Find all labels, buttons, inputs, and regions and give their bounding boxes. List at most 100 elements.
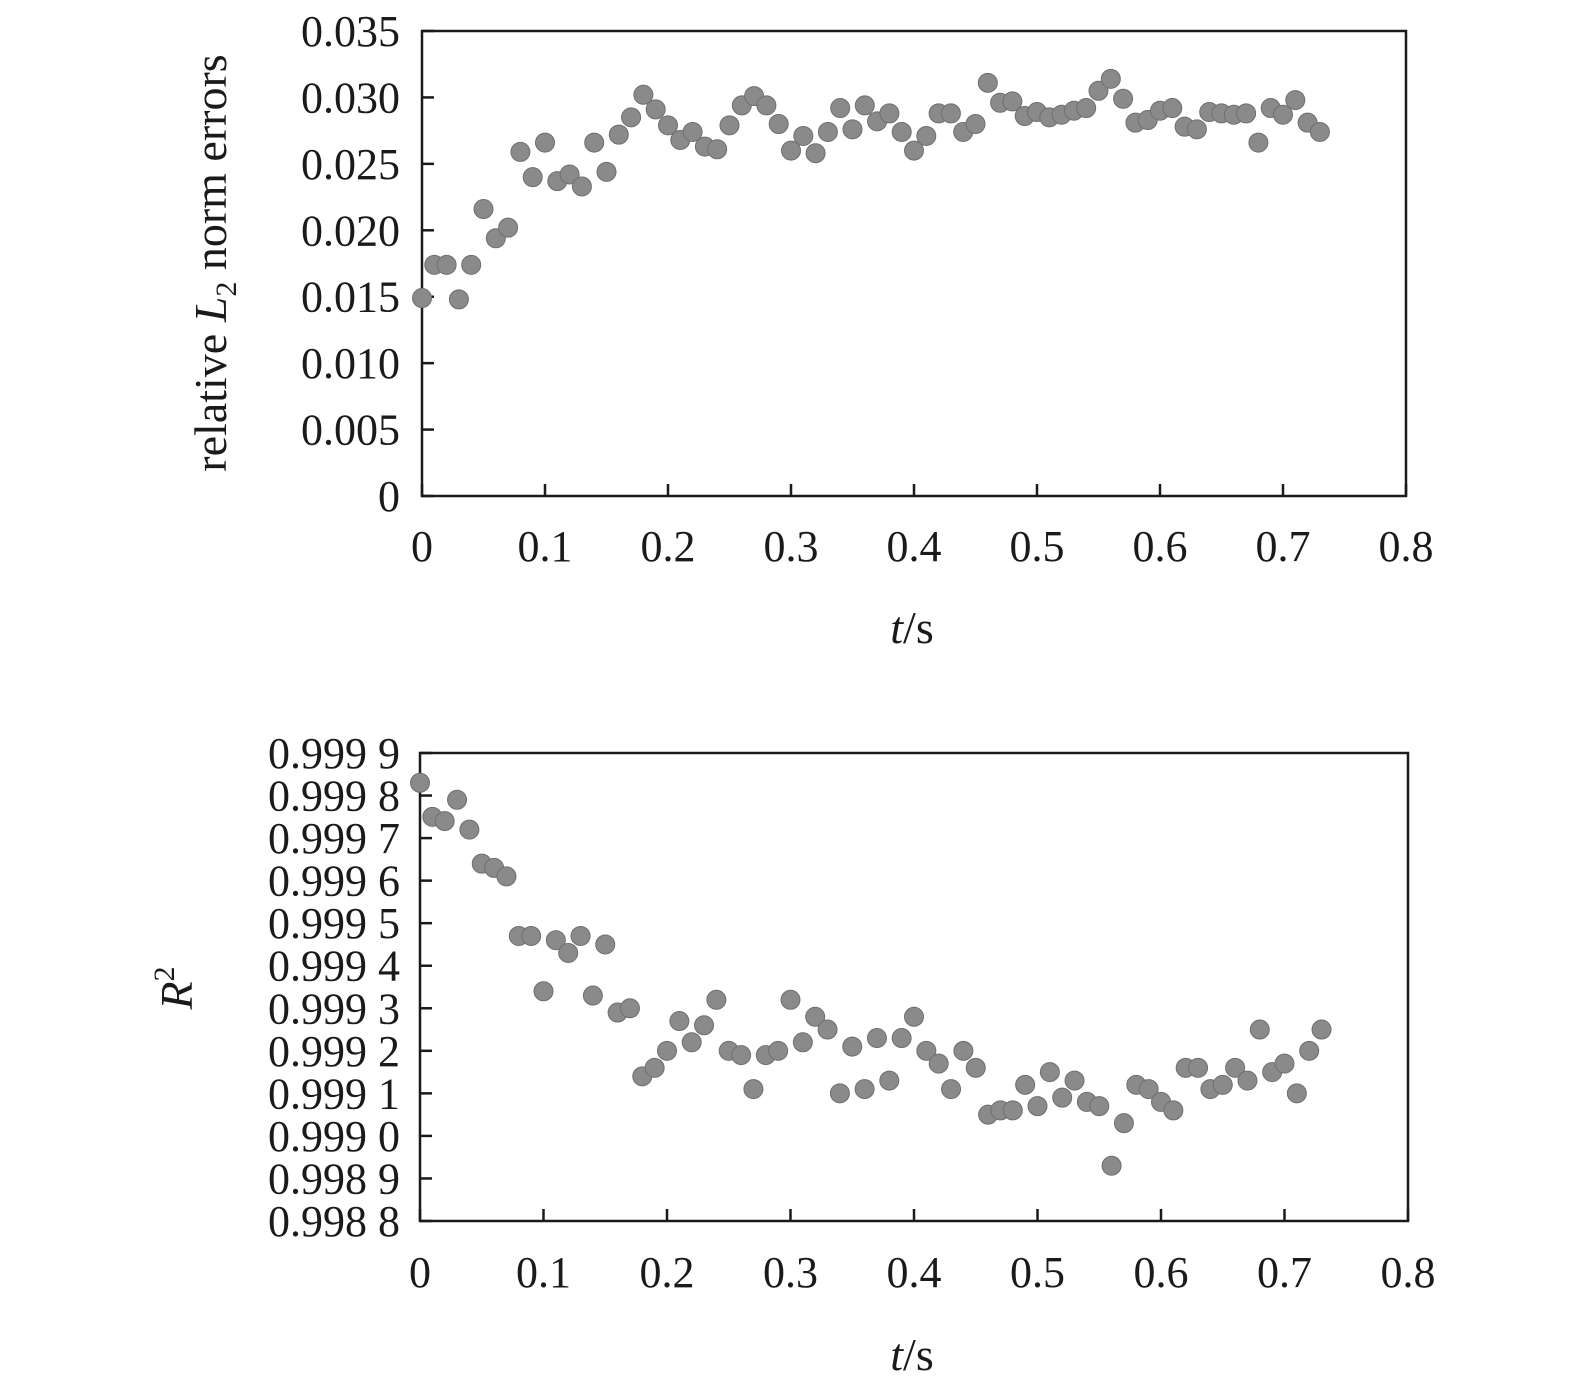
data-point (1088, 80, 1109, 101)
data-point (1064, 1070, 1085, 1091)
x-axis-ticks-bottom: 0 0.1 0.2 0.3 0.4 0.5 0.6 0.7 0.8 (409, 1209, 1436, 1297)
y-tick-label: 0.025 (301, 140, 400, 189)
y-tick-label: 0.998 8 (268, 1197, 400, 1246)
data-point (1299, 1040, 1320, 1061)
y-tick-label: 0.035 (301, 7, 400, 56)
y-tick-label: 0.010 (301, 339, 400, 388)
data-point (941, 1079, 962, 1100)
data-point (473, 199, 494, 220)
data-point (1309, 121, 1330, 142)
data-point (1285, 90, 1306, 111)
data-point (977, 72, 998, 93)
data-point (681, 1032, 702, 1053)
data-point (1286, 1083, 1307, 1104)
y-tick-label: 0.030 (301, 73, 400, 122)
data-point (570, 925, 591, 946)
data-point (768, 1040, 789, 1061)
x-tick-label: 0.5 (1010, 522, 1065, 571)
data-point (645, 99, 666, 120)
data-point (805, 1006, 826, 1027)
data-point (916, 125, 937, 146)
x-tick-label: 0.6 (1134, 1248, 1189, 1297)
data-point (817, 1019, 838, 1040)
data-point (891, 121, 912, 142)
data-point (1274, 1053, 1295, 1074)
data-point (793, 125, 814, 146)
data-point (830, 98, 851, 119)
data-point (447, 789, 468, 810)
x-tick-label: 0.8 (1381, 1248, 1436, 1297)
plot-frame-bottom (418, 751, 1410, 1223)
data-point (854, 1079, 875, 1100)
y-tick-label: 0.999 8 (268, 772, 400, 821)
x-tick-label: 0.3 (763, 1248, 818, 1297)
y-tick-label: 0 (378, 472, 400, 521)
y-axis-ticks-bottom: 0.998 80.998 90.999 00.999 10.999 20.999… (268, 729, 432, 1246)
data-point (619, 998, 640, 1019)
data-point (965, 1057, 986, 1078)
y-tick-label: 0.005 (301, 406, 400, 455)
data-point (1237, 1070, 1258, 1091)
data-point (891, 1028, 912, 1049)
data-point (533, 981, 554, 1002)
data-point (558, 942, 579, 963)
data-point (1162, 98, 1183, 119)
x-tick-label: 0.2 (641, 522, 696, 571)
data-point (780, 989, 801, 1010)
y-axis-title-bottom: R2 (148, 966, 202, 1010)
data-point (1039, 1062, 1060, 1083)
data-point (1100, 68, 1121, 89)
y-tick-label: 0.999 2 (268, 1027, 400, 1076)
data-point (719, 115, 740, 136)
data-point (817, 121, 838, 142)
x-tick-label: 0.1 (516, 1248, 571, 1297)
data-point (1089, 1096, 1110, 1117)
data-point (731, 1045, 752, 1066)
x-tick-label: 0.3 (764, 522, 819, 571)
data-point (596, 161, 617, 182)
y-tick-label: 0.998 9 (268, 1154, 400, 1203)
data-point (1249, 1019, 1270, 1040)
data-point (854, 95, 875, 116)
data-point (595, 934, 616, 955)
y-tick-label: 0.999 9 (268, 729, 400, 778)
data-point (768, 114, 789, 134)
x-tick-label: 0.4 (887, 522, 942, 571)
data-point (521, 925, 542, 946)
data-point (1002, 1100, 1023, 1121)
data-point (434, 811, 455, 832)
data-point (436, 254, 457, 275)
data-point (448, 289, 469, 310)
y-tick-label: 0.999 4 (268, 942, 400, 991)
data-point (584, 132, 605, 153)
data-point (1236, 103, 1257, 124)
x-tick-label: 0.7 (1257, 1248, 1312, 1297)
data-point (842, 1036, 863, 1057)
data-point (1225, 1057, 1246, 1078)
data-point (669, 1011, 690, 1032)
data-point (1138, 1079, 1159, 1100)
data-point (412, 288, 432, 309)
y-tick-label: 0.999 0 (268, 1112, 400, 1161)
y-axis-title-top: relative L2 norm errors (185, 54, 243, 471)
data-point (1311, 1019, 1332, 1040)
data-point (707, 139, 728, 160)
data-point (461, 254, 482, 275)
data-point (706, 989, 727, 1010)
x-tick-label: 0.6 (1133, 522, 1188, 571)
data-point (879, 1070, 900, 1091)
y-tick-label: 0.999 6 (268, 857, 400, 906)
data-point (633, 84, 654, 105)
data-point (842, 119, 863, 140)
data-point (1248, 132, 1269, 153)
x-tick-label: 0.2 (640, 1248, 695, 1297)
data-point (1273, 104, 1293, 125)
data-point (644, 1057, 665, 1078)
data-point (571, 176, 592, 197)
data-point (916, 1040, 937, 1061)
data-point (1186, 119, 1207, 140)
data-point (1052, 1087, 1073, 1108)
x-axis-title-bottom: t/s (890, 1329, 933, 1380)
data-point (1101, 1155, 1122, 1176)
data-point (582, 985, 603, 1006)
